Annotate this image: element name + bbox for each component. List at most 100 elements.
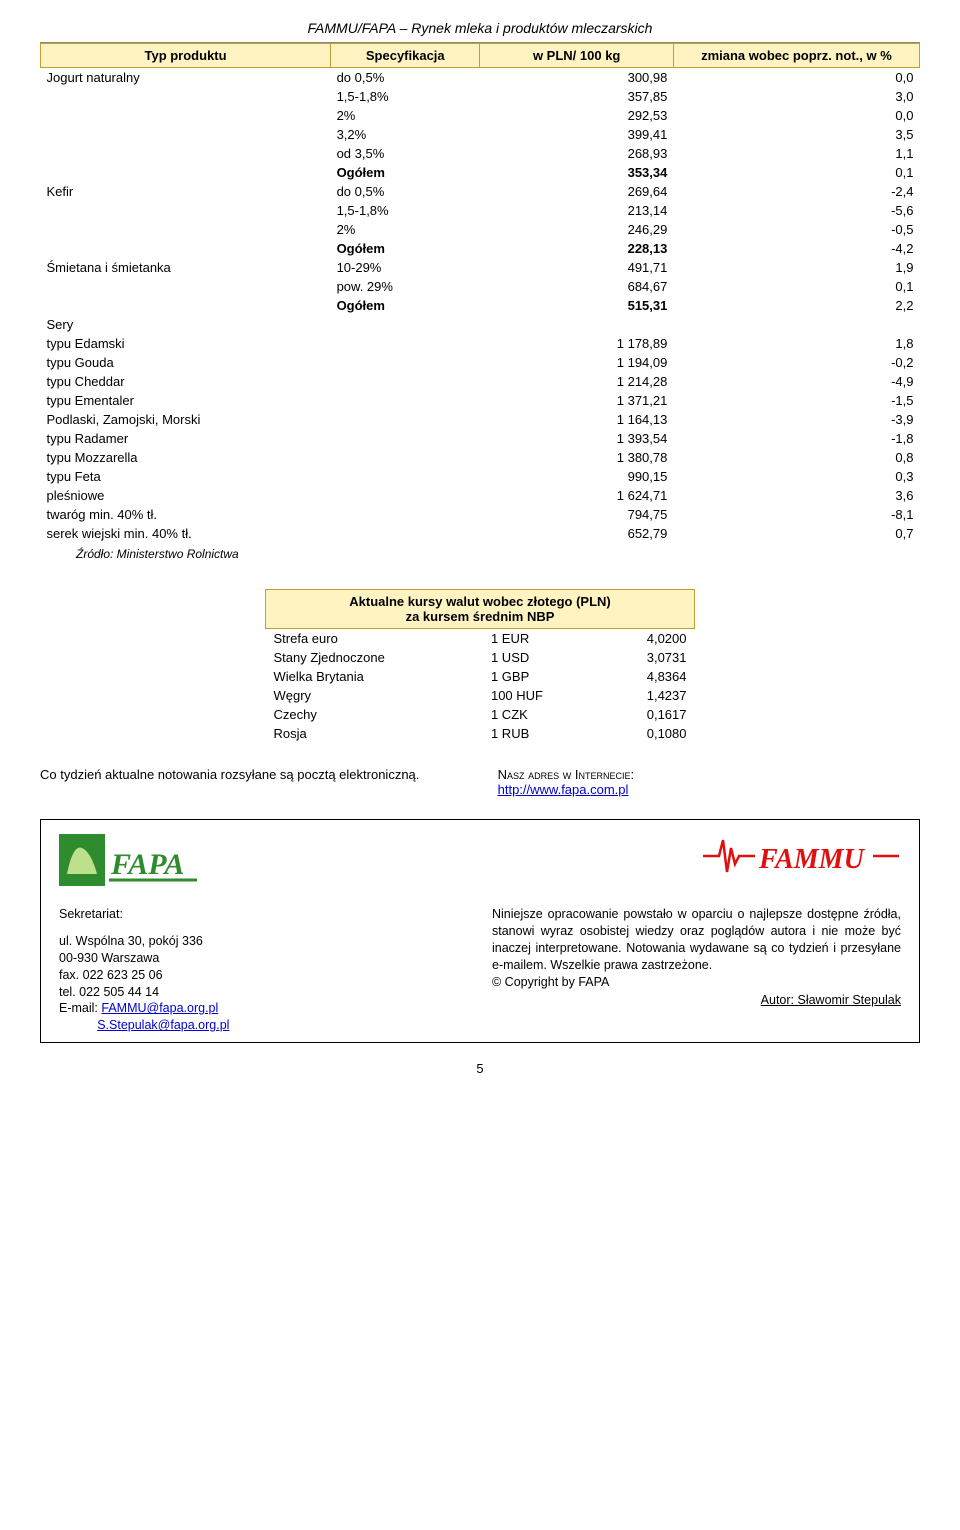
- cell-product: typu Edamski: [41, 334, 331, 353]
- cell-change: 0,0: [673, 106, 919, 125]
- email2-link[interactable]: S.Stepulak@fapa.org.pl: [97, 1018, 229, 1032]
- cell-spec: 3,2%: [331, 125, 480, 144]
- products-table: Typ produktu Specyfikacja w PLN/ 100 kg …: [40, 43, 920, 543]
- table-row: typu Gouda1 194,09-0,2: [41, 353, 920, 372]
- cell-change: 0,3: [673, 467, 919, 486]
- cell-spec: Ogółem: [331, 239, 480, 258]
- cell-value: 1 393,54: [480, 429, 673, 448]
- address-line1: ul. Wspólna 30, pokój 336: [59, 933, 468, 950]
- website-link[interactable]: http://www.fapa.com.pl: [498, 782, 629, 797]
- table-row: serek wiejski min. 40% tł.652,790,7: [41, 524, 920, 543]
- cell-value: 357,85: [480, 87, 673, 106]
- cell-value: 1 164,13: [480, 410, 673, 429]
- fx-value: 0,1080: [599, 724, 694, 743]
- cell-change: -4,2: [673, 239, 919, 258]
- email1-link[interactable]: FAMMU@fapa.org.pl: [101, 1001, 218, 1015]
- fx-name: Stany Zjednoczone: [266, 648, 483, 667]
- cell-spec: [331, 372, 480, 391]
- cell-value: 300,98: [480, 68, 673, 88]
- cell-spec: 1,5-1,8%: [331, 87, 480, 106]
- cell-product: [41, 296, 331, 315]
- fx-value: 4,8364: [599, 667, 694, 686]
- table-row: Jogurt naturalnydo 0,5%300,980,0: [41, 68, 920, 88]
- table-row: Śmietana i śmietanka10-29%491,711,9: [41, 258, 920, 277]
- logo-row: FAPA FAMMU: [59, 834, 901, 886]
- mid-left-text: Co tydzień aktualne notowania rozsyłane …: [40, 767, 462, 797]
- table-row: od 3,5%268,931,1: [41, 144, 920, 163]
- disclaimer-text: Niniejsze opracowanie powstało w oparciu…: [492, 906, 901, 974]
- cell-change: 1,1: [673, 144, 919, 163]
- cell-spec: do 0,5%: [331, 182, 480, 201]
- tel-line: tel. 022 505 44 14: [59, 984, 468, 1001]
- table-row: typu Feta990,150,3: [41, 467, 920, 486]
- cell-value: 246,29: [480, 220, 673, 239]
- fx-row: Węgry100 HUF1,4237: [266, 686, 695, 705]
- fx-unit: 100 HUF: [483, 686, 599, 705]
- col-value: w PLN/ 100 kg: [480, 44, 673, 68]
- cell-value: 684,67: [480, 277, 673, 296]
- cell-value: 1 624,71: [480, 486, 673, 505]
- cell-product: pleśniowe: [41, 486, 331, 505]
- cell-change: [673, 315, 919, 334]
- cell-spec: [331, 467, 480, 486]
- fx-row: Czechy1 CZK0,1617: [266, 705, 695, 724]
- fx-row: Strefa euro1 EUR4,0200: [266, 629, 695, 649]
- cell-value: 228,13: [480, 239, 673, 258]
- col-spec: Specyfikacja: [331, 44, 480, 68]
- cell-spec: 2%: [331, 106, 480, 125]
- cell-change: 0,1: [673, 163, 919, 182]
- fx-title: Aktualne kursy walut wobec złotego (PLN)…: [266, 590, 695, 629]
- cell-value: 1 178,89: [480, 334, 673, 353]
- cell-spec: [331, 429, 480, 448]
- table-row: Sery: [41, 315, 920, 334]
- cell-spec: 1,5-1,8%: [331, 201, 480, 220]
- cell-value: 1 380,78: [480, 448, 673, 467]
- table-row: Kefirdo 0,5%269,64-2,4: [41, 182, 920, 201]
- cell-change: -4,9: [673, 372, 919, 391]
- table-row: typu Ementaler1 371,21-1,5: [41, 391, 920, 410]
- table-row: 1,5-1,8%357,853,0: [41, 87, 920, 106]
- fx-title-line2: za kursem średnim NBP: [406, 609, 555, 624]
- cell-product: Podlaski, Zamojski, Morski: [41, 410, 331, 429]
- fx-table: Aktualne kursy walut wobec złotego (PLN)…: [265, 589, 695, 743]
- cell-spec: Ogółem: [331, 296, 480, 315]
- cell-spec: pow. 29%: [331, 277, 480, 296]
- secretariat-heading: Sekretariat:: [59, 906, 468, 923]
- fx-value: 0,1617: [599, 705, 694, 724]
- table-row: pleśniowe1 624,713,6: [41, 486, 920, 505]
- cell-product: twaróg min. 40% tł.: [41, 505, 331, 524]
- fx-name: Węgry: [266, 686, 483, 705]
- table-row: 3,2%399,413,5: [41, 125, 920, 144]
- cell-change: 0,0: [673, 68, 919, 88]
- cell-spec: [331, 334, 480, 353]
- cell-product: [41, 277, 331, 296]
- email-line2: S.Stepulak@fapa.org.pl: [59, 1017, 468, 1034]
- cell-product: Kefir: [41, 182, 331, 201]
- internet-address-label: Nasz adres w Internecie:: [498, 767, 634, 782]
- author-line: Autor: Sławomir Stepulak: [492, 992, 901, 1009]
- cell-spec: 2%: [331, 220, 480, 239]
- cell-product: typu Gouda: [41, 353, 331, 372]
- fammu-logo: FAMMU: [701, 834, 901, 884]
- cell-product: [41, 87, 331, 106]
- fx-name: Strefa euro: [266, 629, 483, 649]
- table-row: Ogółem353,340,1: [41, 163, 920, 182]
- cell-change: -5,6: [673, 201, 919, 220]
- cell-spec: 10-29%: [331, 258, 480, 277]
- cell-value: 269,64: [480, 182, 673, 201]
- cell-value: 1 371,21: [480, 391, 673, 410]
- table-row: typu Cheddar1 214,28-4,9: [41, 372, 920, 391]
- cell-product: typu Mozzarella: [41, 448, 331, 467]
- cell-product: [41, 106, 331, 125]
- cell-change: 1,8: [673, 334, 919, 353]
- table-row: typu Edamski 1 178,891,8: [41, 334, 920, 353]
- fx-name: Rosja: [266, 724, 483, 743]
- table-row: Ogółem515,312,2: [41, 296, 920, 315]
- fx-value: 3,0731: [599, 648, 694, 667]
- fapa-logo: FAPA: [59, 834, 199, 886]
- fx-name: Wielka Brytania: [266, 667, 483, 686]
- cell-change: 2,2: [673, 296, 919, 315]
- cell-value: [480, 315, 673, 334]
- footer-box: FAPA FAMMU Sekretariat: ul. Wspólna 30, …: [40, 819, 920, 1043]
- cell-change: -0,2: [673, 353, 919, 372]
